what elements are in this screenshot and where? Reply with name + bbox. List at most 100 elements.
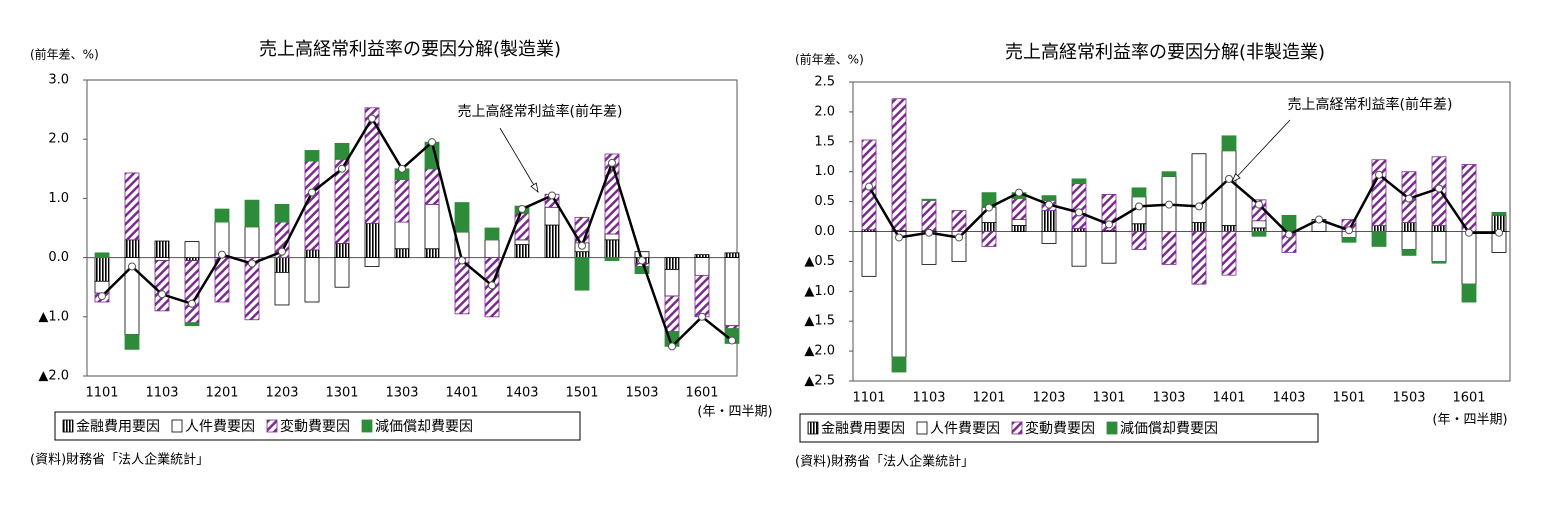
- y-tick-label: 1.0: [814, 164, 835, 179]
- bar-segment: [124, 172, 140, 241]
- y-tick-label: 2.5: [814, 75, 835, 90]
- bar-segment: [1041, 231, 1057, 244]
- bar-segment: [1371, 231, 1387, 247]
- arrow-head: [1231, 173, 1241, 183]
- line-point: [1225, 174, 1233, 183]
- bar-segment: [574, 257, 590, 291]
- bar-segment: [921, 198, 937, 201]
- line-point: [1285, 230, 1293, 239]
- bar-segment: [1281, 214, 1297, 231]
- chart-title: 売上高経常利益率の要因分解(非製造業): [1005, 42, 1325, 63]
- y-tick-label: ▲1.0: [38, 309, 69, 324]
- annotation: 売上高経常利益率(前年差): [1288, 96, 1453, 113]
- line-point: [368, 114, 376, 123]
- bar-segment: [1011, 198, 1027, 220]
- bar-segment: [1191, 153, 1207, 223]
- bar-segment: [1461, 164, 1477, 232]
- line-point: [608, 158, 616, 167]
- bar-segment: [1071, 231, 1087, 267]
- bar-segment: [1401, 222, 1417, 232]
- bar-segment: [1161, 171, 1177, 177]
- bar-segment: [861, 231, 877, 277]
- bar-segment: [304, 150, 320, 162]
- bar-segment: [1401, 231, 1417, 250]
- bar-segment: [664, 257, 680, 270]
- bar-segment: [364, 222, 380, 259]
- line-point: [158, 290, 166, 299]
- x-tick-label: 1401: [1212, 391, 1245, 406]
- y-tick-label: 2.0: [814, 104, 835, 119]
- bar-segment: [154, 257, 170, 261]
- annotation: 売上高経常利益率(前年差): [458, 103, 623, 120]
- x-tick-label: 1601: [1452, 391, 1485, 406]
- y-tick-label: 1.5: [814, 134, 835, 149]
- bar-segment: [1131, 187, 1147, 198]
- x-tick-label: 1601: [685, 386, 718, 401]
- x-tick-label: 1101: [852, 391, 885, 406]
- bar-segment: [364, 107, 380, 224]
- line-point: [308, 188, 316, 197]
- x-tick-label: 1401: [445, 386, 478, 401]
- bar-segment: [604, 239, 620, 258]
- bar-segment: [274, 203, 290, 223]
- annotation-arrow: [499, 127, 539, 193]
- y-axis-label: (前年差、%): [795, 52, 864, 67]
- legend-box: [54, 411, 581, 441]
- bar-segment: [604, 233, 620, 241]
- bar-segment: [574, 251, 590, 258]
- y-tick-label: ▲1.5: [804, 314, 835, 329]
- bar-segment: [724, 325, 740, 330]
- x-axis-label: (年・四半期): [697, 405, 772, 420]
- line-point: [638, 256, 646, 265]
- bar-segment: [1371, 225, 1387, 232]
- bar-segment: [1161, 231, 1177, 265]
- bar-segment: [1071, 228, 1087, 232]
- y-tick-label: 3.0: [48, 73, 69, 88]
- bar-segment: [1221, 150, 1237, 226]
- bar-segment: [1491, 211, 1507, 216]
- line: [101, 116, 733, 349]
- bar-segment: [1401, 249, 1417, 256]
- bar-segment: [454, 202, 470, 233]
- bar-segment: [1251, 227, 1267, 232]
- bar-segment: [1341, 237, 1357, 243]
- x-tick-label: 1303: [385, 386, 418, 401]
- bar-segment: [334, 257, 350, 288]
- line-point: [1345, 226, 1353, 235]
- y-tick-label: 0.0: [814, 224, 835, 239]
- line-point: [865, 182, 873, 191]
- x-axis-label: (年・四半期): [1432, 413, 1507, 428]
- x-tick-label: 1303: [1152, 391, 1185, 406]
- line-point: [1255, 200, 1263, 209]
- legend-swatch: [1106, 421, 1118, 435]
- bar-segment: [124, 239, 140, 258]
- line-point: [188, 299, 196, 308]
- bar-segment: [394, 248, 410, 259]
- bar-segment: [1131, 231, 1147, 250]
- line-point: [1135, 202, 1143, 211]
- y-tick-label: ▲2.0: [38, 369, 69, 384]
- legend-label: 減価償却費要因: [1120, 420, 1218, 437]
- line-point: [518, 205, 526, 214]
- bar-segment: [634, 266, 650, 274]
- line-point: [1015, 188, 1023, 197]
- bar-segment: [184, 322, 200, 327]
- bar-segment: [304, 160, 320, 251]
- y-tick-label: 2.0: [48, 132, 69, 147]
- bar-segment: [724, 252, 740, 258]
- line-point: [698, 312, 706, 321]
- legend-swatch: [1011, 421, 1023, 435]
- line-point: [98, 292, 106, 301]
- source-note: (資料)財務省「法人企業統計」: [30, 452, 209, 468]
- line-point: [428, 138, 436, 147]
- bar-segment: [154, 260, 170, 312]
- bar-segment: [274, 271, 290, 306]
- bar-segment: [1221, 135, 1237, 152]
- legend-swatch: [62, 419, 74, 433]
- bar-segment: [94, 257, 110, 282]
- bar-segment: [334, 142, 350, 160]
- bar-segment: [1221, 231, 1237, 276]
- line-point: [578, 241, 586, 250]
- bar-segment: [424, 168, 440, 205]
- line-point: [1435, 184, 1443, 193]
